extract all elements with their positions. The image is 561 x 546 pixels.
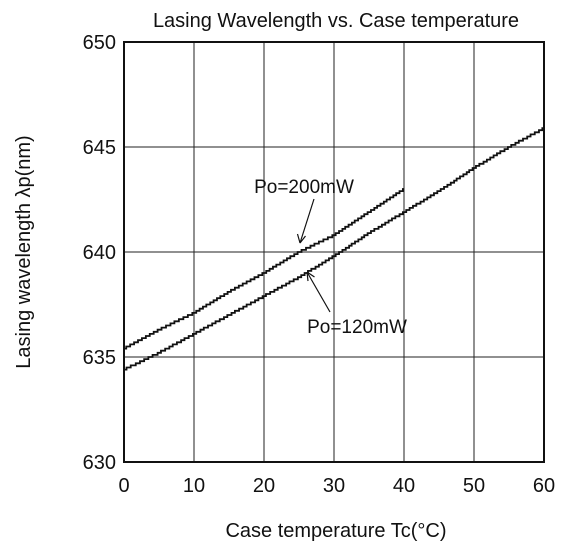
series-line-po-120mw — [124, 127, 544, 371]
arrowhead-po-120mw — [306, 271, 315, 282]
plot-frame — [123, 41, 545, 463]
x-tick-labels: 0 10 20 30 40 50 60 — [118, 475, 555, 497]
x-tick-label: 50 — [463, 475, 485, 497]
y-tick-label: 630 — [83, 452, 116, 474]
x-tick-label: 40 — [393, 475, 415, 497]
x-tick-label: 60 — [533, 475, 555, 497]
y-tick-label: 645 — [83, 137, 116, 159]
annotation-po-200mw: Po=200mW — [254, 177, 354, 198]
y-tick-label: 650 — [83, 32, 116, 54]
arrow-po-200mw — [299, 198, 315, 244]
y-axis-label: Lasing wavelength λp(nm) — [13, 135, 35, 368]
annotation-po-120mw: Po=120mW — [307, 317, 407, 338]
chart-title: Lasing Wavelength vs. Case temperature — [153, 10, 519, 32]
x-tick-label: 20 — [253, 475, 275, 497]
series-line-po-200mw — [124, 188, 404, 350]
x-tick-label: 10 — [183, 475, 205, 497]
arrowhead-po-200mw — [296, 233, 306, 244]
x-axis-label: Case temperature Tc(°C) — [225, 520, 446, 542]
x-tick-label: 0 — [118, 475, 129, 497]
y-tick-labels: 630 635 640 645 650 — [83, 32, 116, 474]
x-tick-label: 30 — [323, 475, 345, 497]
series-layer — [124, 127, 544, 371]
grid — [123, 41, 545, 463]
arrow-po-120mw — [306, 271, 331, 313]
y-tick-label: 635 — [83, 347, 116, 369]
y-tick-label: 640 — [83, 242, 116, 264]
